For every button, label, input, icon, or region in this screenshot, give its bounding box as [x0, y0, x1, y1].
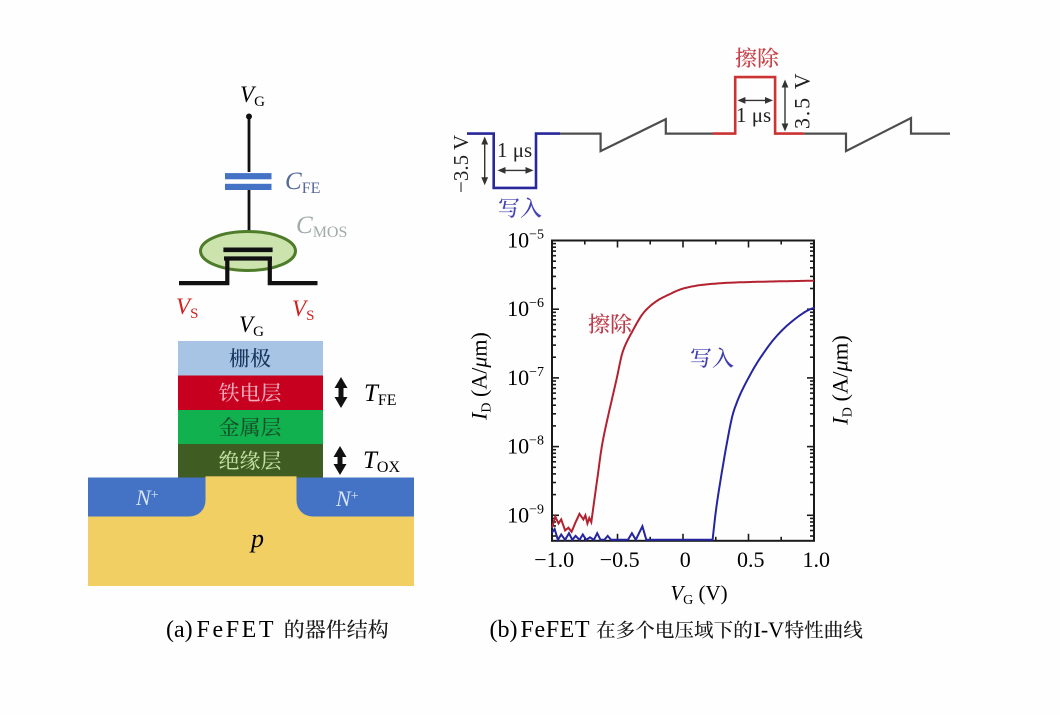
- svg-text:VG (V): VG (V): [670, 581, 727, 608]
- svg-text:FeFET: FeFET: [197, 617, 277, 643]
- svg-text:1 μs: 1 μs: [736, 103, 771, 127]
- svg-text:1 μs: 1 μs: [497, 138, 532, 162]
- svg-text:0: 0: [680, 547, 691, 572]
- svg-text:ID (A/μm): ID (A/μm): [828, 335, 856, 426]
- svg-text:−1.0: −1.0: [534, 547, 574, 572]
- svg-text:(b): (b): [490, 617, 518, 643]
- svg-text:ID (A/μm): ID (A/μm): [467, 332, 495, 421]
- svg-text:I-V: I-V: [754, 617, 785, 642]
- svg-text:p: p: [249, 524, 264, 553]
- svg-text:−3.5 V: −3.5 V: [449, 135, 473, 193]
- svg-text:(a): (a): [166, 617, 193, 643]
- svg-text:FeFET: FeFET: [521, 617, 591, 643]
- svg-text:1.0: 1.0: [802, 547, 830, 572]
- svg-text:3.5 V: 3.5 V: [790, 72, 815, 130]
- svg-text:−0.5: −0.5: [600, 547, 640, 572]
- svg-text:0.5: 0.5: [737, 547, 765, 572]
